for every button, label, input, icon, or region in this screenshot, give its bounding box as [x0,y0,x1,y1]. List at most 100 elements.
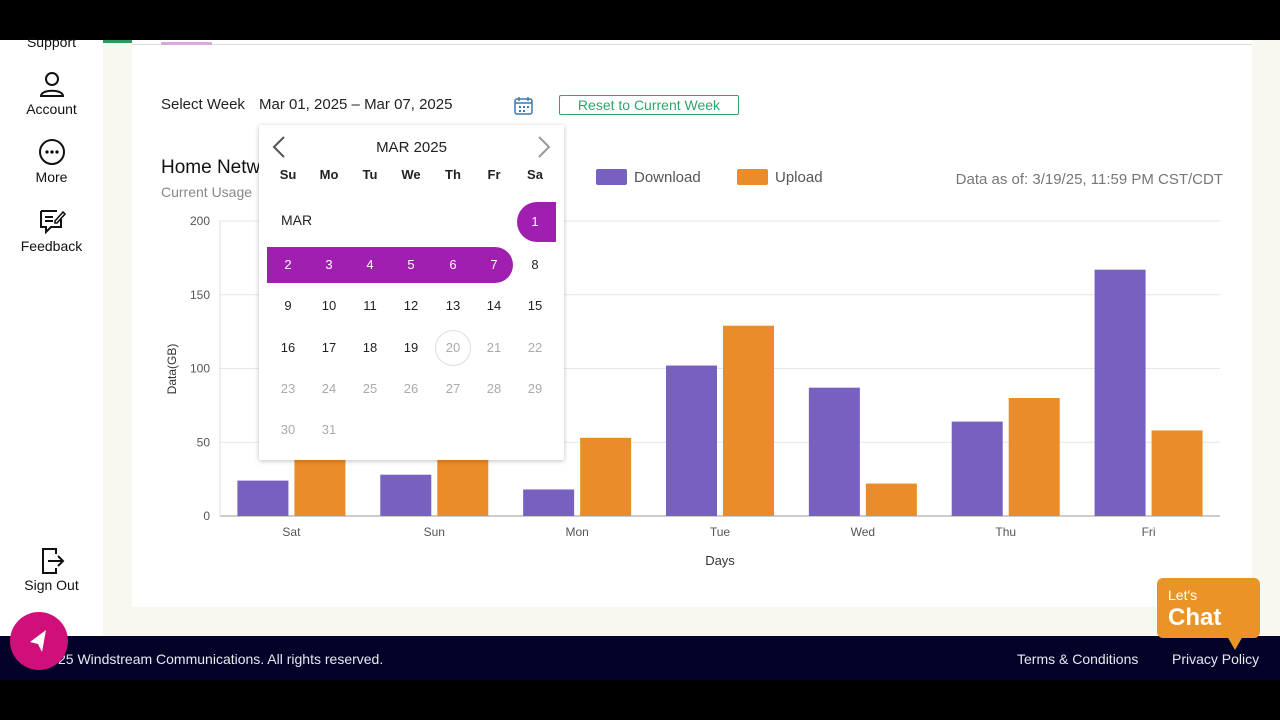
x-tick-label: Sun [424,525,445,539]
bar-download [666,365,717,516]
calendar-day[interactable]: 2 [284,257,292,272]
calendar-day: 30 [280,422,296,437]
feedback-icon [39,210,66,235]
bar-upload [437,454,489,516]
sidebar-item-support[interactable]: Support [0,34,103,50]
sidebar-item-account[interactable]: Account [0,70,103,117]
more-icon [38,139,65,165]
date-picker: MAR 2025 MAR Su Mo Tu We Th Fr Sa 1 2 3 4 5 6 7 8 9 10 11… [259,125,564,460]
chevron-right-icon[interactable] [536,135,552,159]
bar-download [951,421,1003,516]
chevron-left-icon[interactable] [271,135,287,159]
calendar-day[interactable]: 3 [325,257,333,272]
weekday-header: Fr [487,167,501,182]
bar-upload [580,437,632,516]
bar-upload [723,325,774,516]
week-range-input[interactable]: Mar 01, 2025 – Mar 07, 2025 [259,96,453,113]
calendar-day[interactable]: 4 [366,257,374,272]
y-axis-title: Data(GB) [165,344,179,395]
weekday-header: Mo [319,167,339,182]
bar-download [1094,269,1146,516]
weekday-header: Su [279,167,297,182]
calendar-day[interactable]: 10 [321,298,337,313]
active-tab-indicator [161,42,212,45]
calendar-month-label: MAR [281,212,313,228]
bar-download [523,489,575,516]
x-tick-label: Wed [851,525,875,539]
sign-out-icon [41,548,64,574]
calendar-icon[interactable] [513,95,534,116]
sidebar-item-label: Sign Out [24,577,79,593]
chat-line2: Chat [1168,604,1222,631]
divider [132,44,1252,45]
x-tick-label: Fri [1142,525,1156,539]
calendar-day: 22 [527,340,543,355]
calendar-day[interactable]: 1 [531,214,539,229]
calendar-day: 20 [435,330,471,366]
y-tick-label: 200 [190,214,210,228]
calendar-day[interactable]: 8 [531,257,539,272]
calendar-day[interactable]: 7 [490,257,498,272]
bar-upload [1008,398,1060,516]
copyright: 25 Windstream Communications. All rights… [58,651,384,667]
sidebar-item-more[interactable]: More [0,138,103,185]
bar-download [808,387,860,516]
calendar-day[interactable]: 18 [362,340,378,355]
selected-range-highlight [517,202,556,242]
weekday-header: Sa [527,167,543,182]
bar-download [380,474,432,516]
calendar-day[interactable]: 16 [280,340,296,355]
calendar-day[interactable]: 19 [403,340,419,355]
terms-link[interactable]: Terms & Conditions [1017,651,1139,667]
calendar-day: 28 [486,381,502,396]
weekday-header: Th [445,167,461,182]
calendar-day: 23 [280,381,296,396]
calendar-day: 21 [486,340,502,355]
calendar-day: 25 [362,381,378,396]
calendar-day[interactable]: 13 [445,298,461,313]
section-subtitle: Current Usage [161,184,253,200]
divider [103,40,132,43]
sidebar-item-label: More [35,169,68,185]
legend-swatch-upload [737,169,768,185]
x-tick-label: Sat [282,525,301,539]
calendar-day: 31 [321,422,337,437]
calendar-day[interactable]: 6 [449,257,457,272]
legend-swatch-download [596,169,627,185]
rocket-icon [30,630,46,652]
calendar-day[interactable]: 12 [403,298,419,313]
feedback-launcher-button[interactable] [10,612,68,670]
weekday-header: Tu [362,167,378,182]
calendar-day[interactable]: 11 [363,298,377,313]
y-tick-label: 150 [190,288,210,302]
calendar-day[interactable]: 5 [407,257,415,272]
sidebar-item-label: Support [26,34,77,50]
reset-week-button[interactable]: Reset to Current Week [559,95,739,115]
user-icon [39,72,64,97]
legend-upload: Upload [775,169,823,186]
section-title: Home Netw [161,157,261,178]
chat-line1: Let's [1168,587,1198,603]
x-axis-title: Days [705,553,735,568]
sidebar-item-label: Account [26,101,77,117]
x-tick-label: Mon [565,525,588,539]
footer: 25 Windstream Communications. All rights… [0,636,1280,680]
sidebar-item-sign-out[interactable]: Sign Out [0,546,103,593]
y-tick-label: 100 [190,362,210,376]
calendar-day[interactable]: 9 [284,298,292,313]
x-tick-label: Thu [995,525,1016,539]
calendar-day: 26 [403,381,419,396]
lets-chat-button[interactable]: Let's Chat [1157,578,1260,650]
privacy-link[interactable]: Privacy Policy [1172,651,1260,667]
x-tick-label: Tue [710,525,731,539]
calendar-day: 29 [527,381,543,396]
calendar-day[interactable]: 15 [527,298,543,313]
weekday-header: We [401,167,421,182]
select-week-label: Select Week [161,96,245,113]
bar-upload [294,457,346,516]
calendar-day[interactable]: 17 [321,340,337,355]
calendar-day[interactable]: 14 [486,298,502,313]
sidebar-item-feedback[interactable]: Feedback [0,207,103,254]
calendar-month-title: MAR 2025 [376,139,447,156]
calendar-day: 24 [321,381,337,396]
